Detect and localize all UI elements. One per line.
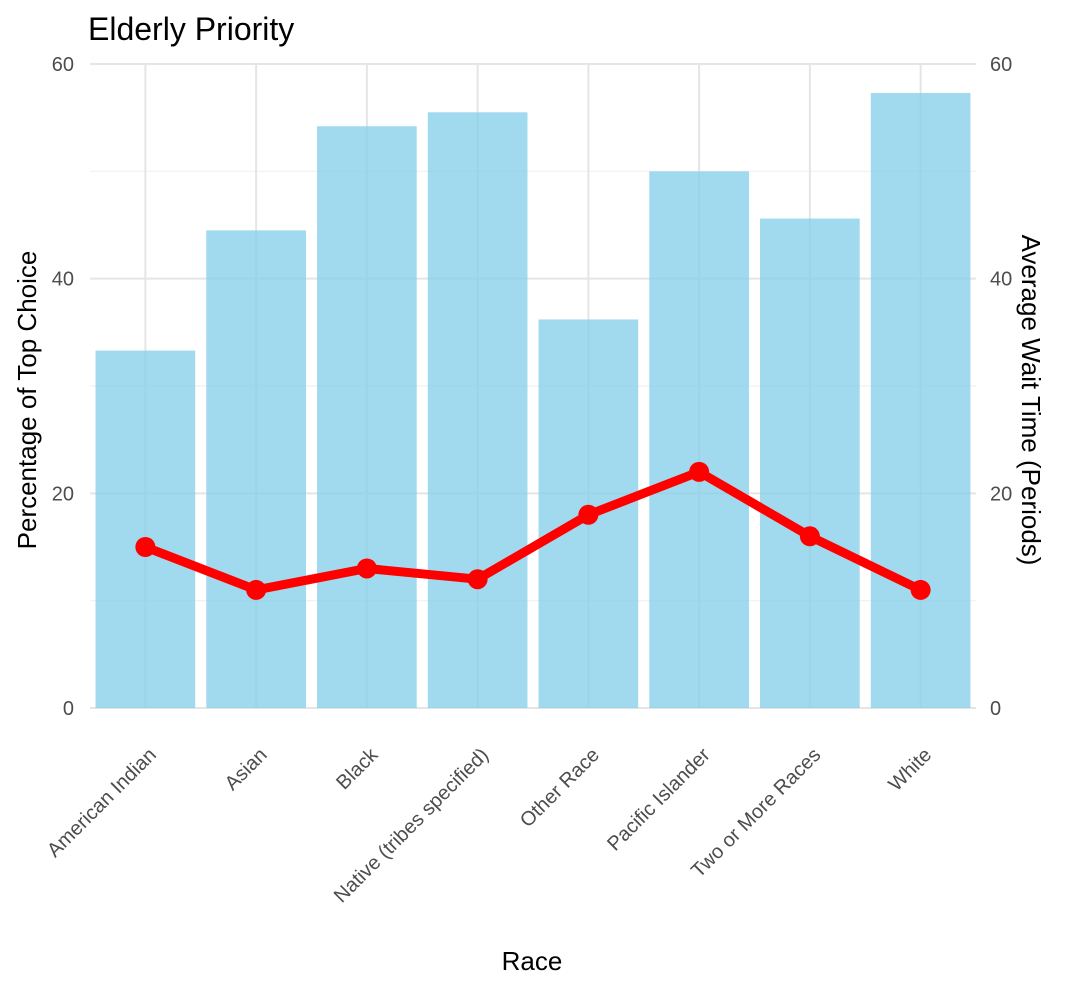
x-tick-label: Pacific Islander bbox=[603, 744, 715, 856]
y-tick-label: 20 bbox=[52, 483, 74, 505]
wait-time-point bbox=[356, 558, 377, 579]
y-axis-title: Percentage of Top Choice bbox=[12, 251, 42, 550]
wait-time-point bbox=[135, 537, 156, 557]
wait-time-line bbox=[135, 461, 931, 600]
y2-tick-label: 0 bbox=[990, 698, 1001, 720]
wait-time-point bbox=[689, 461, 710, 482]
bar bbox=[206, 230, 306, 708]
x-tick-label: American Indian bbox=[43, 744, 161, 862]
y2-tick-label: 40 bbox=[990, 269, 1012, 291]
chart-title: Elderly Priority bbox=[88, 11, 294, 47]
x-tick-label: Black bbox=[332, 743, 383, 794]
y-tick-label: 40 bbox=[52, 269, 74, 291]
y2-tick-label: 20 bbox=[990, 483, 1012, 505]
bar bbox=[427, 112, 528, 709]
x-tick-label: White bbox=[884, 744, 936, 796]
y2-axis-title: Average Wait Time (Periods) bbox=[1016, 235, 1046, 566]
y-tick-label: 0 bbox=[63, 698, 74, 720]
wait-time-point bbox=[467, 569, 488, 590]
wait-time-polyline bbox=[140, 467, 926, 595]
x-tick-label: Asian bbox=[221, 744, 272, 795]
bar bbox=[870, 92, 971, 709]
y2-tick-label: 60 bbox=[990, 54, 1012, 76]
wait-time-point bbox=[910, 579, 931, 600]
x-axis-title: Race bbox=[502, 946, 563, 976]
wait-time-point bbox=[578, 504, 599, 525]
wait-time-point bbox=[246, 579, 267, 600]
bar bbox=[95, 350, 196, 708]
y-axis-right: 0 20 40 60 bbox=[990, 54, 1012, 720]
bar bbox=[317, 126, 417, 708]
bar bbox=[760, 218, 860, 708]
x-tick-label: Other Race bbox=[516, 744, 604, 832]
y-tick-label: 60 bbox=[52, 54, 74, 76]
bars bbox=[95, 92, 971, 709]
wait-time-point bbox=[799, 526, 820, 547]
bar bbox=[649, 171, 749, 709]
y-axis-left: 0 20 40 60 bbox=[52, 54, 74, 720]
